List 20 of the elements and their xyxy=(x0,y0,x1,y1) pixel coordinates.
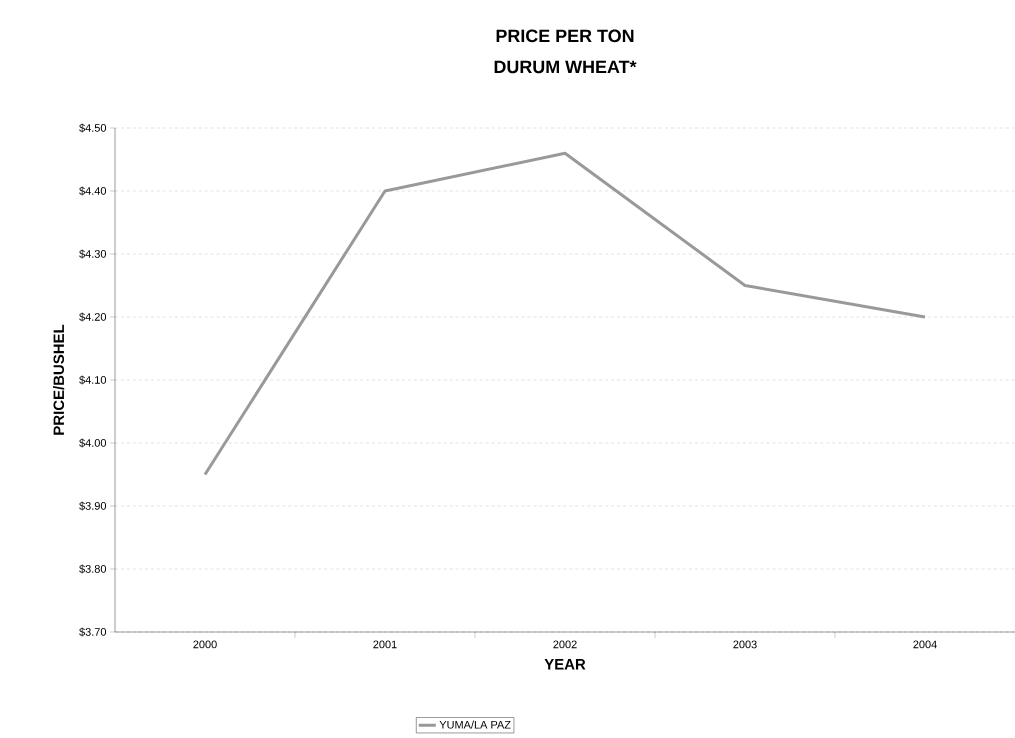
y-tick-label: $3.70 xyxy=(79,627,107,637)
y-tick-label: $3.90 xyxy=(79,501,107,511)
y-tick-label: $4.20 xyxy=(79,312,107,322)
x-axis-title: YEAR xyxy=(544,659,586,670)
line-series xyxy=(203,151,927,476)
chart-title: PRICE PER TON xyxy=(496,29,634,43)
x-tick-label: 2003 xyxy=(733,640,757,649)
y-tick-label: $4.10 xyxy=(79,375,107,385)
y-tick-label: $4.40 xyxy=(79,186,107,196)
x-tick-label: 2000 xyxy=(193,640,217,649)
x-tick-label: 2002 xyxy=(553,640,577,649)
y-tick-label: $4.50 xyxy=(79,123,107,133)
y-tick-label: $4.30 xyxy=(79,249,107,259)
y-tick-label: $4.00 xyxy=(79,438,107,448)
chart-subtitle: DURUM WHEAT* xyxy=(494,60,637,74)
y-axis-title: PRICE/BUSHEL xyxy=(53,324,65,435)
x-tick-label: 2001 xyxy=(373,640,397,649)
x-tick-label: 2004 xyxy=(913,640,937,649)
y-tick-label: $3.80 xyxy=(79,564,107,574)
legend-label: YUMA/LA PAZ xyxy=(439,720,511,729)
